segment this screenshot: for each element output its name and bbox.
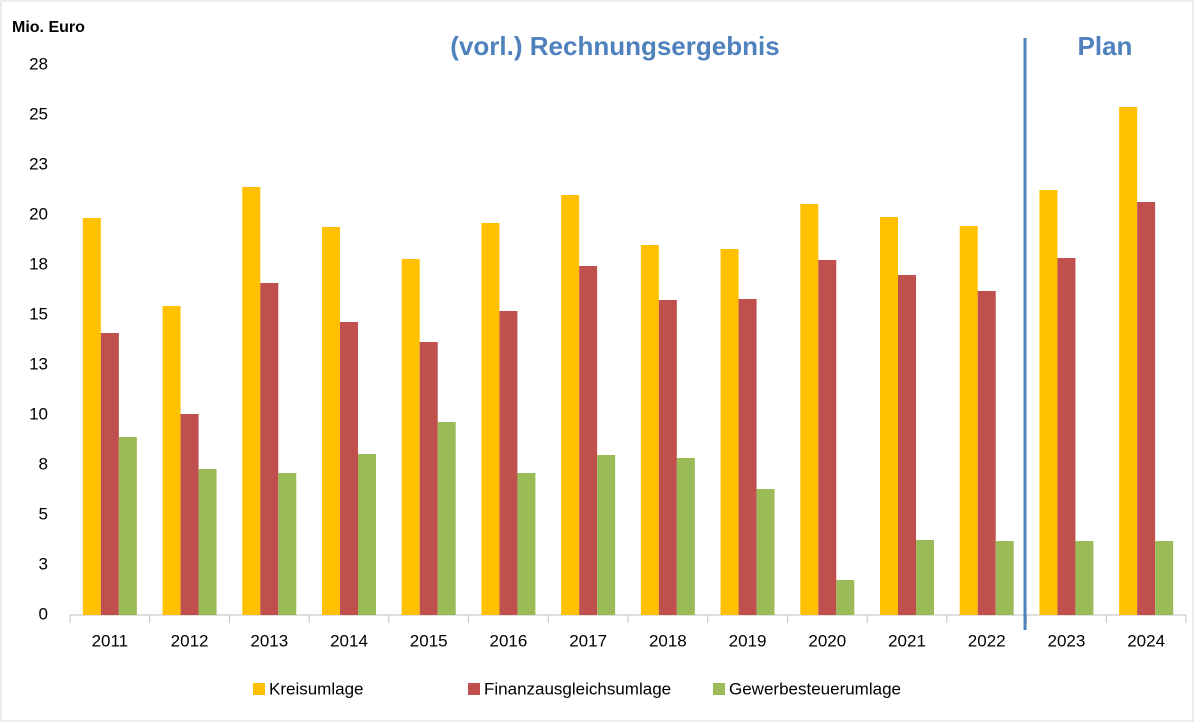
bar <box>198 469 217 615</box>
bar <box>82 218 101 615</box>
bar <box>561 195 580 615</box>
y-tick-label: 10 <box>29 404 48 423</box>
bar <box>640 245 659 615</box>
legend-swatch <box>253 683 265 695</box>
y-tick-label: 25 <box>29 104 48 123</box>
x-tick-label: 2024 <box>1127 631 1165 650</box>
bar <box>481 223 500 615</box>
bar <box>401 259 420 615</box>
bar <box>162 306 181 615</box>
bar <box>1155 541 1174 615</box>
bar <box>278 473 297 615</box>
bar <box>118 437 137 615</box>
bar <box>579 266 598 615</box>
y-tick-label: 0 <box>39 604 48 623</box>
bar <box>1057 258 1076 615</box>
y-tick-label: 3 <box>39 554 48 573</box>
bar <box>800 204 819 615</box>
bar <box>880 217 898 615</box>
bar <box>322 227 340 615</box>
y-tick-label: 23 <box>29 154 48 173</box>
y-tick-label: 13 <box>29 354 48 373</box>
bar <box>959 226 978 615</box>
y-tick-label: 5 <box>39 504 48 523</box>
bar <box>756 489 775 615</box>
legend-label: Kreisumlage <box>269 679 364 698</box>
bar <box>1137 202 1156 615</box>
bar <box>100 333 119 615</box>
bar <box>738 299 757 615</box>
y-tick-label: 8 <box>39 454 48 473</box>
bar <box>419 342 438 615</box>
bar <box>1039 190 1058 615</box>
annotation: (vorl.) Rechnungsergebnis <box>450 31 779 61</box>
x-tick-label: 2016 <box>490 631 528 650</box>
x-tick-label: 2011 <box>92 631 129 650</box>
y-tick-label: 15 <box>29 304 48 323</box>
bar <box>517 473 536 615</box>
x-tick-label: 2015 <box>410 631 448 650</box>
y-axis-label: Mio. Euro <box>12 19 85 36</box>
y-tick-label: 18 <box>29 254 48 273</box>
legend-label: Gewerbesteuerumlage <box>729 679 901 698</box>
bar <box>818 260 837 615</box>
x-tick-label: 2013 <box>250 631 288 650</box>
annotation: Plan <box>1078 31 1133 61</box>
bar <box>720 249 739 615</box>
x-tick-label: 2020 <box>808 631 846 650</box>
bar <box>676 458 695 615</box>
bar <box>916 540 934 615</box>
x-tick-label: 2022 <box>968 631 1006 650</box>
x-tick-label: 2021 <box>888 631 926 650</box>
bar <box>995 541 1014 615</box>
legend-swatch <box>713 683 725 695</box>
bar <box>836 580 855 615</box>
bar <box>358 454 376 615</box>
bar <box>260 283 279 615</box>
bar <box>658 300 677 615</box>
x-tick-label: 2023 <box>1048 631 1086 650</box>
bar <box>180 414 199 615</box>
x-tick-label: 2012 <box>171 631 209 650</box>
bar <box>340 322 358 615</box>
x-tick-label: 2018 <box>649 631 687 650</box>
y-tick-label: 28 <box>29 54 48 73</box>
bar <box>898 275 916 615</box>
x-tick-label: 2014 <box>330 631 368 650</box>
legend-swatch <box>468 683 480 695</box>
bar <box>1075 541 1094 615</box>
bar <box>597 455 616 615</box>
bar <box>499 311 518 615</box>
y-tick-label: 20 <box>29 204 48 223</box>
x-tick-label: 2019 <box>729 631 767 650</box>
x-tick-label: 2017 <box>569 631 607 650</box>
bar <box>977 291 996 615</box>
bar <box>242 187 261 615</box>
bar <box>437 422 456 615</box>
bar <box>1119 107 1138 615</box>
legend-label: Finanzausgleichsumlage <box>484 679 671 698</box>
